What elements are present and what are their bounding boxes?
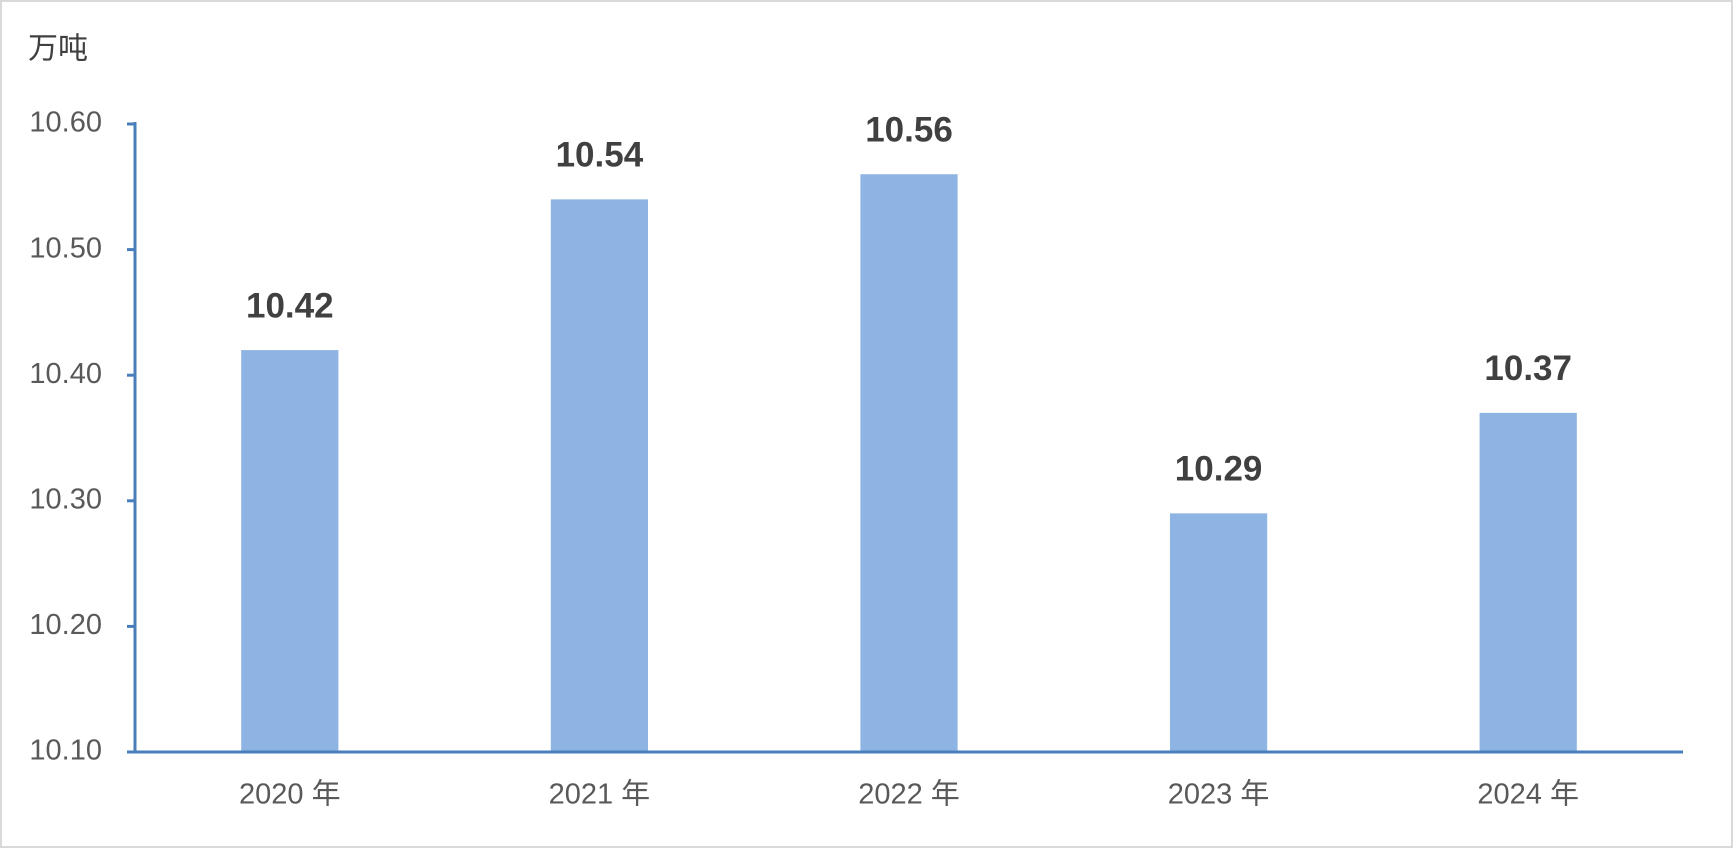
value-label: 10.42 — [246, 286, 334, 325]
value-label: 10.37 — [1484, 349, 1572, 388]
x-tick-label: 2023 年 — [1168, 778, 1270, 811]
x-tick-label: 2021 年 — [549, 778, 651, 811]
bar — [241, 350, 339, 752]
value-label: 10.54 — [556, 136, 644, 175]
bar — [860, 174, 958, 753]
value-label: 10.29 — [1175, 450, 1263, 489]
y-tick-label: 10.10 — [29, 735, 102, 767]
y-tick-label: 10.40 — [29, 358, 102, 390]
value-label: 10.56 — [865, 110, 953, 149]
y-axis-unit: 万吨 — [28, 32, 88, 67]
bar — [1479, 412, 1577, 752]
y-tick-label: 10.60 — [29, 107, 102, 139]
bar — [550, 199, 649, 753]
bar — [1169, 513, 1268, 752]
y-tick-label: 10.50 — [29, 232, 102, 264]
y-tick-label: 10.30 — [29, 483, 102, 515]
y-tick-label: 10.20 — [29, 609, 102, 641]
x-tick-label: 2022 年 — [858, 778, 960, 811]
x-tick-label: 2024 年 — [1477, 778, 1579, 811]
x-tick-label: 2020 年 — [239, 778, 341, 811]
